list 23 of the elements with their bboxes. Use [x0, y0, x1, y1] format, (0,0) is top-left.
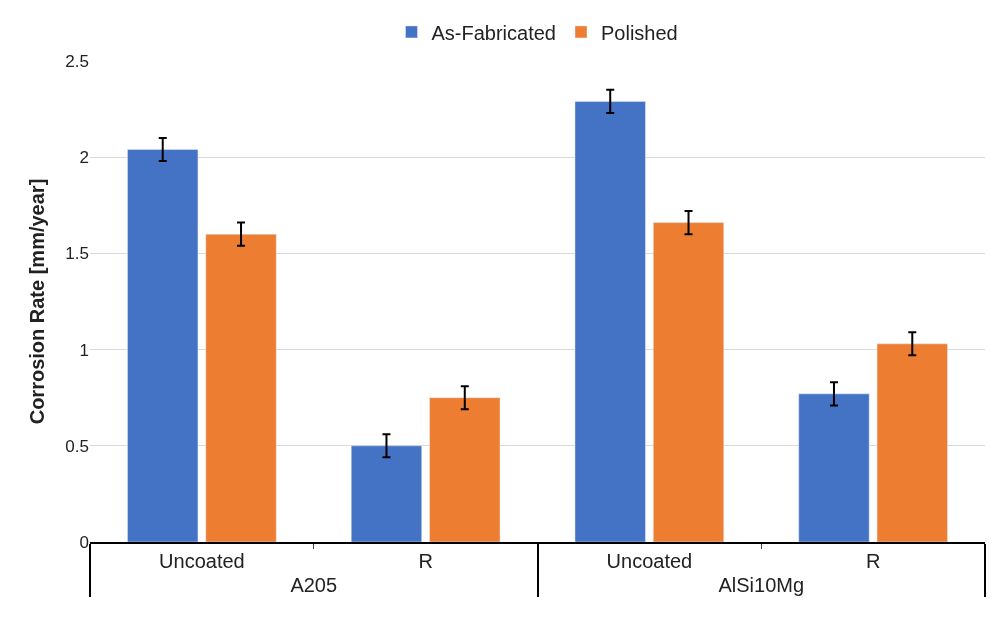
bar	[574, 101, 646, 542]
bar	[205, 233, 277, 542]
legend-label: Polished	[601, 21, 678, 44]
bar	[798, 393, 870, 542]
x-tick-label: Uncoated	[159, 550, 245, 572]
legend-label: As-Fabricated	[431, 21, 556, 44]
y-tick-label: 1	[79, 340, 89, 360]
bar	[127, 149, 199, 542]
text: A205	[290, 574, 338, 596]
y-tick-label: 1.5	[65, 244, 89, 264]
y-tick-label: 0	[79, 532, 89, 552]
y-tick-label: 0.5	[65, 436, 89, 456]
y-axis-title: Corrosion Rate [mm/year]	[25, 178, 48, 425]
x-tick-label: R	[865, 550, 881, 572]
text: AlSi10Mg	[718, 574, 805, 596]
bar	[653, 222, 725, 542]
bar	[350, 445, 422, 542]
bar	[429, 397, 501, 542]
bar	[876, 343, 948, 542]
x-tick-label: Uncoated	[606, 550, 693, 572]
x-tick-label: R	[418, 550, 433, 572]
y-tick-label: 2	[79, 148, 89, 168]
y-tick-label: 2.5	[65, 51, 89, 71]
